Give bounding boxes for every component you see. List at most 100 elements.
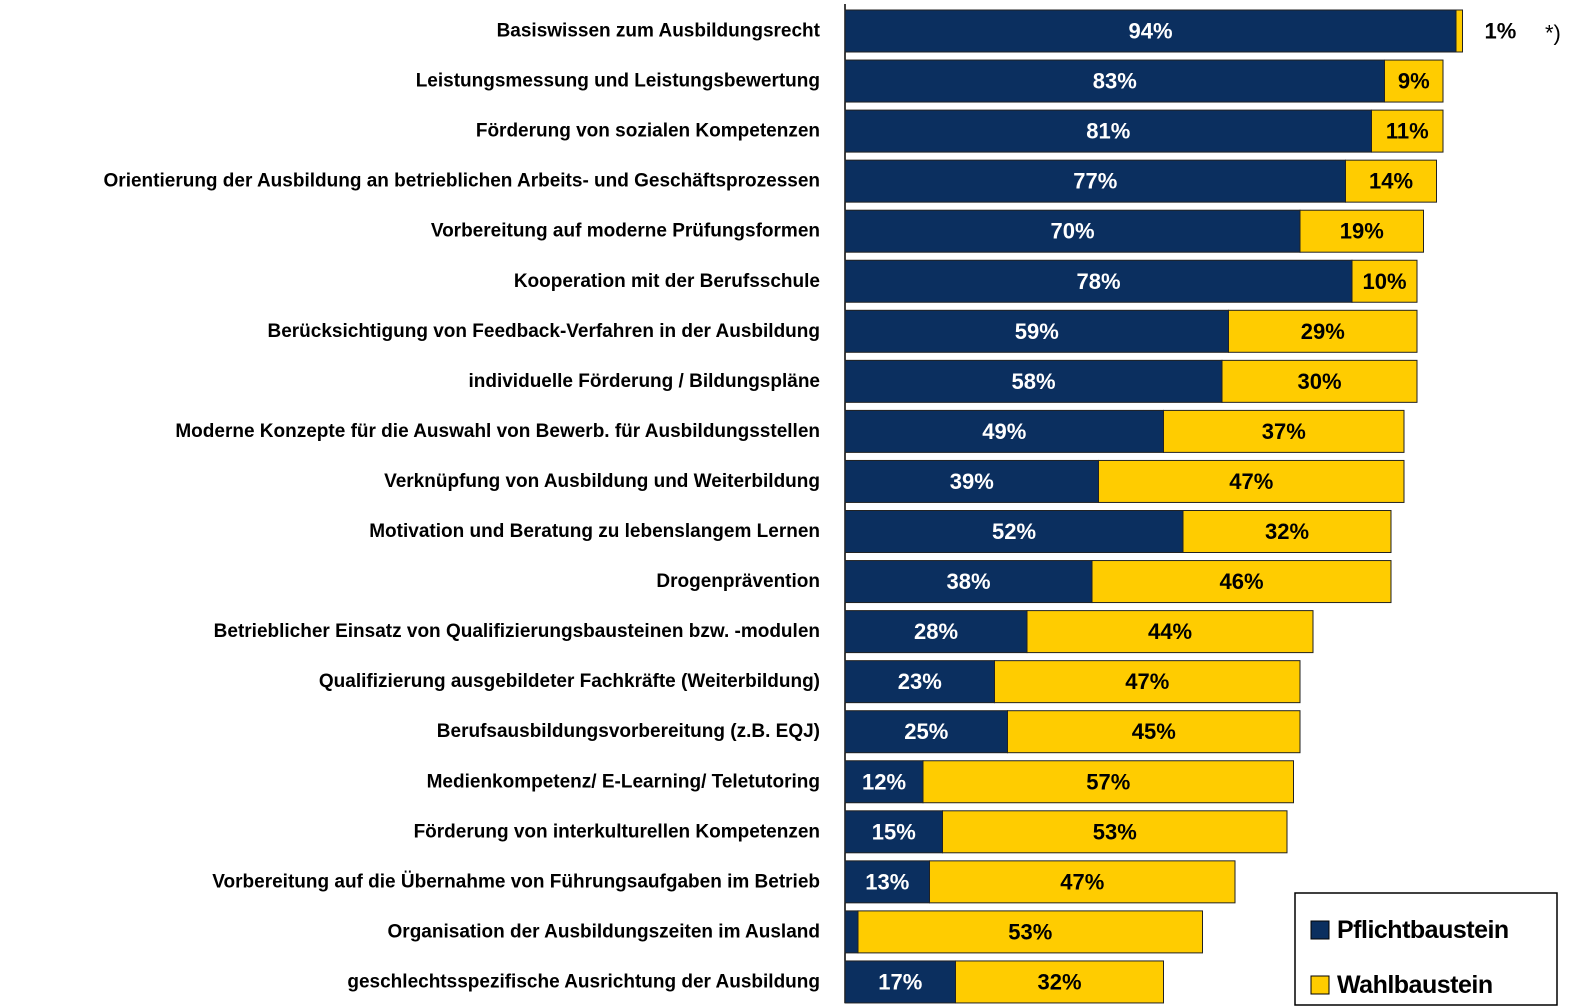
bar-segment — [1026, 610, 1314, 654]
bar-segment — [1091, 560, 1392, 604]
value-label: 52% — [992, 519, 1036, 544]
bar-segment — [942, 810, 1288, 854]
value-label: 70% — [1050, 219, 1094, 244]
value-label: 83% — [1093, 69, 1137, 94]
value-label: 53% — [1008, 919, 1052, 944]
bar-segment — [1228, 309, 1418, 353]
category-label: Förderung von interkulturellen Kompetenz… — [414, 821, 820, 842]
legend-box — [1294, 892, 1558, 1006]
bar-segment — [922, 760, 1294, 804]
bar-segment — [994, 660, 1301, 704]
bar-segment — [844, 810, 943, 854]
bar-segment — [844, 259, 1353, 303]
value-label: 29% — [1301, 319, 1345, 344]
bar-segment — [1182, 510, 1392, 553]
category-label: Medienkompetenz/ E-Learning/ Teletutorin… — [427, 771, 820, 792]
bar-segment — [844, 409, 1164, 453]
value-label: 47% — [1125, 669, 1169, 694]
value-label: 25% — [904, 719, 948, 744]
category-label: Organisation der Ausbildungszeiten im Au… — [388, 921, 820, 942]
category-label: Moderne Konzepte für die Auswahl von Bew… — [175, 421, 820, 442]
value-label: 49% — [982, 419, 1026, 444]
bar-segment — [1384, 59, 1444, 103]
bar-segment — [844, 359, 1223, 403]
value-label: 59% — [1015, 319, 1059, 344]
bar-segment — [1371, 109, 1444, 153]
legend-label: Wahlbaustein — [1337, 971, 1493, 999]
value-label: 58% — [1011, 369, 1055, 394]
category-label: Berufsausbildungsvorbereitung (z.B. EQJ) — [437, 721, 820, 742]
bar-segment — [844, 760, 924, 804]
value-label: 57% — [1086, 769, 1130, 794]
value-label: 1% — [1485, 19, 1517, 44]
legend-swatch — [1310, 975, 1330, 995]
bar-segment — [1299, 209, 1424, 253]
bar-segment — [1221, 359, 1418, 403]
legend-swatch — [1310, 920, 1330, 940]
legend-label: Pflichtbaustein — [1337, 916, 1509, 944]
category-label: Berücksichtigung von Feedback-Verfahren … — [267, 321, 820, 342]
category-label: Förderung von sozialen Kompetenzen — [476, 121, 820, 142]
bar-segment — [844, 9, 1457, 53]
category-label: Vorbereitung auf die Übernahme von Führu… — [212, 871, 820, 892]
value-label: 78% — [1076, 269, 1120, 294]
category-label: Betrieblicher Einsatz von Qualifizierung… — [214, 621, 820, 642]
category-label: Leistungsmessung und Leistungsbewertung — [416, 71, 820, 92]
bar-segment — [844, 960, 956, 1004]
category-label: individuelle Förderung / Bildungspläne — [468, 371, 820, 392]
bar-segment — [1007, 710, 1301, 754]
value-label: 77% — [1073, 169, 1117, 194]
annotation: *) — [1545, 21, 1561, 46]
value-label: 81% — [1086, 119, 1130, 144]
bar-segment — [844, 209, 1301, 253]
value-label: 46% — [1219, 569, 1263, 594]
value-label: 13% — [865, 869, 909, 894]
bar-segment — [844, 159, 1346, 203]
value-label: 11% — [1386, 119, 1429, 144]
bar-segment — [844, 309, 1229, 353]
value-label: 19% — [1340, 219, 1384, 244]
category-label: Basiswissen zum Ausbildungsrecht — [497, 21, 821, 42]
value-label: 32% — [1265, 519, 1309, 544]
value-label: 15% — [872, 819, 916, 844]
value-label: 28% — [914, 619, 958, 644]
value-label: 47% — [1060, 869, 1104, 894]
category-label: Motivation und Beratung zu lebenslangem … — [369, 521, 820, 542]
value-label: 53% — [1093, 819, 1137, 844]
bar-segment — [844, 510, 1184, 553]
value-label: 30% — [1297, 369, 1341, 394]
category-label: Vorbereitung auf moderne Prüfungsformen — [431, 221, 820, 242]
bar-segment — [844, 660, 995, 704]
value-label: 37% — [1262, 419, 1306, 444]
category-label: Kooperation mit der Berufsschule — [514, 271, 820, 292]
bar-segment — [1455, 9, 1463, 53]
bar-segment — [1098, 459, 1405, 503]
bar-segment — [844, 59, 1385, 103]
bar-segment — [857, 910, 1203, 954]
bar-segment — [844, 860, 930, 904]
category-label: Drogenprävention — [656, 571, 820, 592]
value-label: 47% — [1229, 469, 1273, 494]
value-label: 17% — [878, 969, 922, 994]
value-label: 14% — [1369, 169, 1413, 194]
value-label: 32% — [1037, 969, 1081, 994]
value-label: 94% — [1128, 19, 1172, 44]
bar-segment — [929, 860, 1236, 904]
bar-segment — [844, 610, 1028, 654]
value-label: 10% — [1362, 269, 1406, 294]
value-label: 9% — [1398, 69, 1430, 94]
value-label: 39% — [950, 469, 994, 494]
bar-segment — [844, 459, 1099, 503]
category-label: Qualifizierung ausgebildeter Fachkräfte … — [319, 671, 820, 692]
bar-segment — [1345, 159, 1437, 203]
value-label: 23% — [898, 669, 942, 694]
bar-segment — [844, 910, 859, 954]
category-label: Orientierung der Ausbildung an betriebli… — [104, 171, 820, 192]
category-label: Verknüpfung von Ausbildung und Weiterbil… — [384, 471, 820, 492]
bar-segment — [955, 960, 1164, 1004]
value-label: 44% — [1148, 619, 1192, 644]
value-label: 38% — [946, 569, 990, 594]
category-label: geschlechtsspezifische Ausrichtung der A… — [347, 971, 820, 992]
bar-segment — [1351, 259, 1418, 303]
